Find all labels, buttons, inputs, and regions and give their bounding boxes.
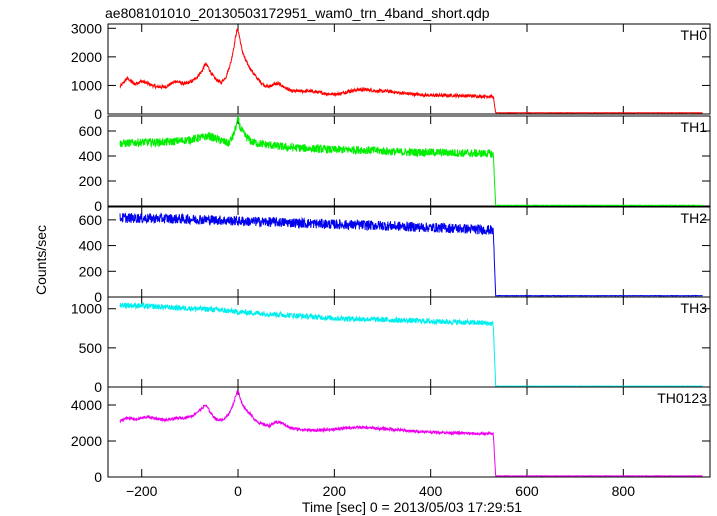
y-tick-label: 0	[94, 198, 102, 214]
y-tick-label: 1000	[71, 301, 102, 317]
x-tick-label: −200	[126, 483, 158, 499]
x-tick-label: 200	[323, 483, 347, 499]
panel-label-th2: TH2	[681, 210, 708, 226]
y-tick-label: 200	[79, 263, 103, 279]
panel-label-th0: TH0	[681, 27, 708, 43]
series-line-th1	[119, 115, 703, 207]
y-tick-label: 200	[79, 173, 103, 189]
y-tick-label: 600	[79, 123, 103, 139]
x-axis-label: Time [sec] 0 = 2013/05/03 17:29:51	[302, 499, 522, 515]
y-tick-label: 4000	[71, 397, 102, 413]
series-line-th3	[119, 301, 703, 388]
y-tick-label: 0	[94, 379, 102, 395]
x-tick-label: 400	[419, 483, 443, 499]
series-line-th0	[119, 28, 703, 114]
chart-title: ae808101010_20130503172951_wam0_trn_4ban…	[105, 5, 490, 21]
y-tick-label: 0	[94, 289, 102, 305]
y-tick-label: 2000	[71, 49, 102, 65]
x-tick-label: 800	[612, 483, 636, 499]
y-tick-label: 2000	[71, 433, 102, 449]
y-tick-label: 600	[79, 212, 103, 228]
panel-frame-th0	[107, 23, 711, 115]
x-tick-label: 0	[234, 483, 242, 499]
y-axis-label: Counts/sec	[33, 225, 49, 295]
panel-frame-th3	[107, 296, 711, 388]
series-line-th2	[119, 212, 703, 297]
panel-label-th0123: TH0123	[657, 390, 707, 406]
y-tick-label: 500	[79, 340, 103, 356]
panel-frame-th2	[107, 206, 711, 298]
y-tick-label: 0	[94, 106, 102, 122]
y-tick-label: 400	[79, 238, 103, 254]
panel-label-th1: TH1	[681, 119, 708, 135]
y-tick-label: 400	[79, 148, 103, 164]
x-tick-label: 600	[515, 483, 539, 499]
panel-frame-th1	[107, 115, 711, 207]
y-tick-label: 3000	[71, 20, 102, 36]
y-tick-label: 0	[94, 469, 102, 485]
panel-frame-th0123	[107, 386, 711, 478]
panel-label-th3: TH3	[681, 300, 708, 316]
series-line-th0123	[119, 389, 703, 477]
y-tick-label: 1000	[71, 77, 102, 93]
